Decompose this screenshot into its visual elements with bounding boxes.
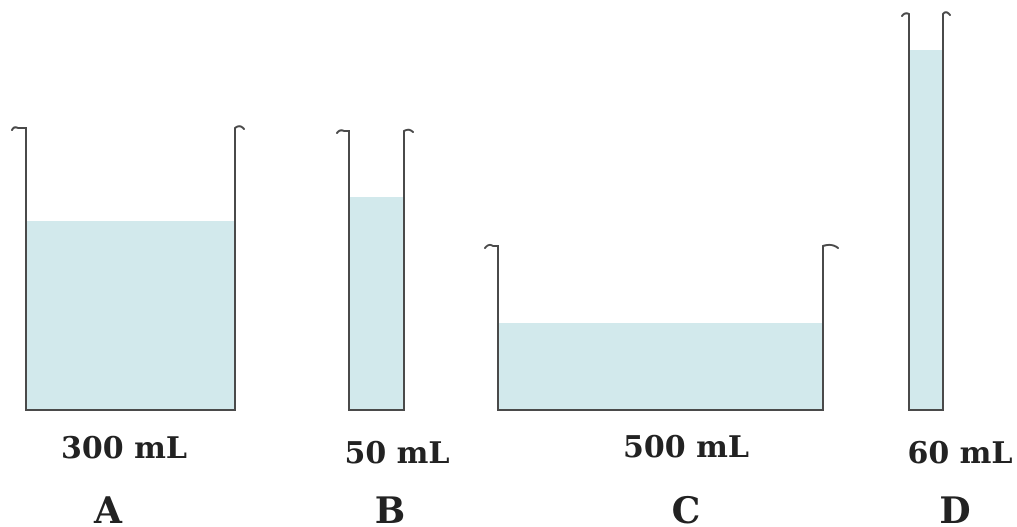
container-c-liquid	[499, 323, 822, 410]
container-a-liquid	[27, 221, 234, 410]
container-d-volume-label: 60 mL	[907, 436, 1012, 471]
container-a-outline	[11, 125, 245, 411]
container-b-liquid	[350, 197, 403, 410]
container-b-letter-label: B	[375, 490, 405, 527]
container-d-outline	[901, 11, 951, 411]
container-d: 60 mL D	[901, 11, 1013, 527]
container-d-letter-label: D	[939, 490, 970, 527]
container-b-volume-label: 50 mL	[344, 436, 449, 471]
container-d-liquid	[910, 50, 942, 410]
container-c: 500 mL C	[484, 243, 839, 527]
container-c-volume-label: 500 mL	[623, 430, 749, 465]
container-b: 50 mL B	[336, 128, 450, 527]
container-b-outline	[336, 128, 414, 411]
container-c-letter-label: C	[672, 490, 701, 527]
container-a: 300 mL A	[11, 125, 245, 527]
container-a-letter-label: A	[93, 490, 123, 527]
container-c-outline	[484, 243, 839, 411]
container-a-volume-label: 300 mL	[61, 431, 187, 466]
